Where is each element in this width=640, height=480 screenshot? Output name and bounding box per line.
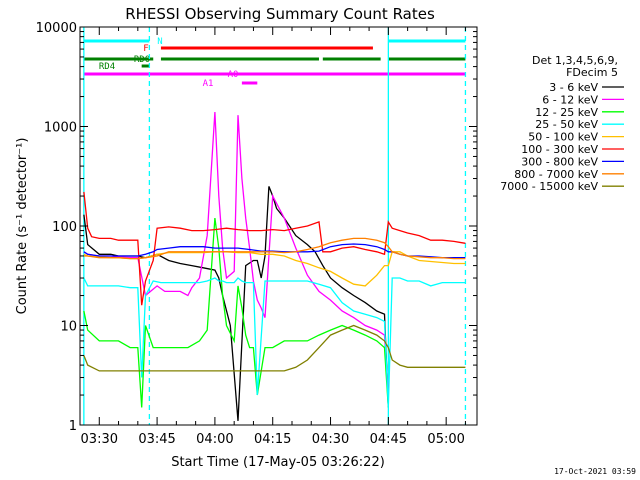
series-line <box>83 277 466 408</box>
series-line <box>83 218 389 408</box>
state-bar-label: RD0 <box>134 55 150 65</box>
x-tick-label: 05:00 <box>427 432 464 447</box>
legend-entry-label: 12 - 25 keV <box>535 106 598 119</box>
legend-entry-label: 6 - 12 keV <box>542 93 598 106</box>
x-tick-label: 03:45 <box>138 432 175 447</box>
axes: 1 10 100 1000 10000 03:30 03:45 04:00 04:15 04:30… <box>36 21 477 447</box>
y-tick-label: 100 <box>52 220 77 235</box>
state-bar-label: RD4 <box>99 62 115 72</box>
series-line <box>83 324 466 372</box>
legend-entry-label: 25 - 50 keV <box>535 118 598 131</box>
series-line <box>83 191 466 306</box>
y-tick-label: 10000 <box>36 21 77 36</box>
x-tick-label: 04:15 <box>254 432 291 447</box>
legend-entry-label: 7000 - 15000 keV <box>500 180 598 193</box>
legend-entry-label: 50 - 100 keV <box>528 131 598 144</box>
y-tick-label: 10 <box>60 320 77 335</box>
y-axis-label: Count Rate (s⁻¹ detector⁻¹) <box>15 138 30 315</box>
series-line <box>83 237 466 260</box>
x-tick-label: 04:30 <box>312 432 349 447</box>
state-bar-label: A0 <box>228 70 239 80</box>
legend-entry-label: 3 - 6 keV <box>549 81 598 94</box>
state-bar-label: A1 <box>203 79 214 89</box>
y-tick-label: 1 <box>69 419 77 434</box>
state-bar-label: N <box>157 37 162 47</box>
x-tick-label: 04:00 <box>196 432 233 447</box>
x-tick-label: 04:45 <box>370 432 407 447</box>
series-line <box>83 111 389 396</box>
legend-header: Det 1,3,4,5,6,9, <box>532 54 618 67</box>
footer-date: 17-Oct-2021 03:59 <box>554 467 636 476</box>
state-bar-label: F <box>143 44 148 54</box>
series-lines <box>83 111 466 421</box>
chart-title: RHESSI Observing Summary Count Rates <box>125 5 435 23</box>
legend-header: FDecim 5 <box>566 66 618 79</box>
legend-entry-label: 800 - 7000 keV <box>514 168 598 181</box>
legend-entry-label: 100 - 300 keV <box>521 143 598 156</box>
y-tick-label: 1000 <box>44 121 77 136</box>
x-axis-label: Start Time (17-May-05 03:26:22) <box>171 455 385 470</box>
x-tick-label: 03:30 <box>81 432 118 447</box>
legend-entry-label: 300 - 800 keV <box>521 155 598 168</box>
